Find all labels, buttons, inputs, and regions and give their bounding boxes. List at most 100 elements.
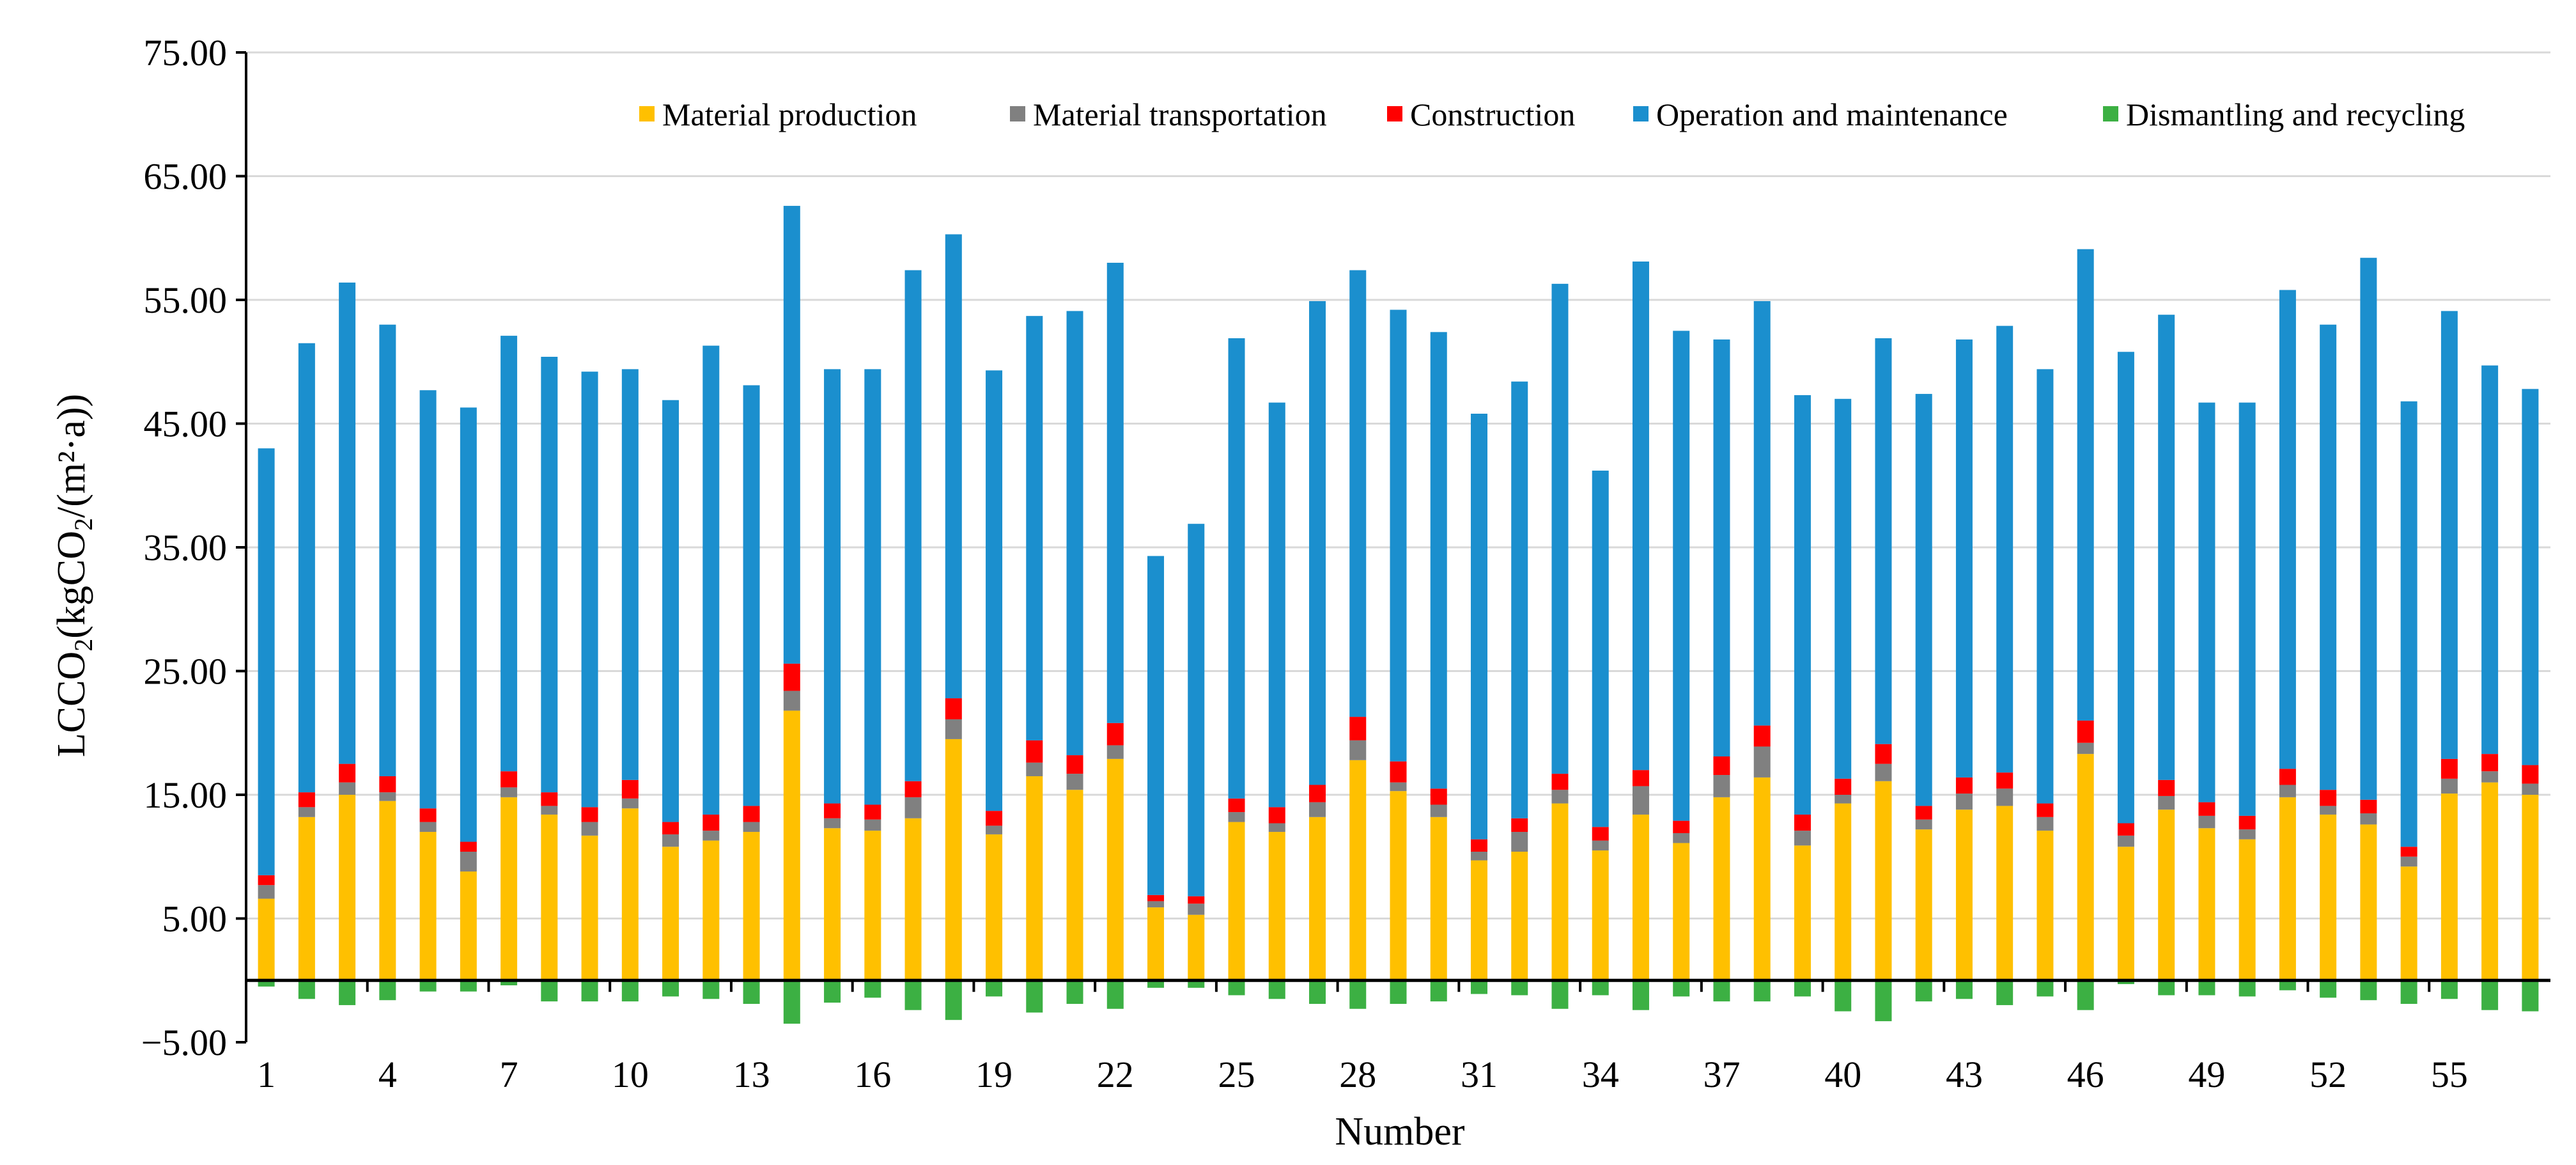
bar-material-transportation-11 (662, 834, 679, 847)
bar-material-transportation-3 (339, 782, 356, 795)
bar-material-production-9 (581, 835, 598, 981)
bar-material-transportation-24 (1188, 903, 1205, 915)
bar-operation-maintenance-25 (1228, 338, 1245, 799)
bar-construction-15 (824, 803, 841, 818)
bar-dismantling-recycling-46 (2077, 980, 2094, 1010)
bar-material-production-39 (1794, 845, 1811, 981)
bar-construction-3 (339, 763, 356, 783)
bar-dismantling-recycling-2 (298, 980, 315, 999)
bar-operation-maintenance-5 (419, 390, 437, 809)
bar-material-transportation-16 (864, 819, 881, 831)
x-tick-label: 16 (854, 1054, 891, 1095)
bar-material-production-19 (986, 834, 1003, 981)
bar-operation-maintenance-12 (702, 345, 720, 815)
bar-construction-27 (1309, 785, 1326, 802)
bar-construction-37 (1713, 756, 1730, 776)
bar-operation-maintenance-29 (1390, 309, 1407, 762)
y-tick-label: 65.00 (144, 156, 228, 198)
bar-dismantling-recycling-16 (864, 980, 881, 998)
bar-material-production-22 (1106, 758, 1124, 981)
bar-material-transportation-57 (2522, 783, 2539, 795)
bar-material-transportation-34 (1592, 840, 1609, 851)
bar-construction-43 (1955, 777, 1973, 794)
bar-construction-56 (2481, 754, 2499, 772)
y-axis-title: LCCO2(kgCO2/(m²·a)) (50, 394, 98, 757)
bar-dismantling-recycling-53 (2360, 980, 2377, 1001)
bar-material-transportation-52 (2320, 806, 2337, 815)
bar-material-transportation-38 (1753, 746, 1771, 778)
bar-operation-maintenance-50 (2238, 402, 2256, 816)
bar-material-transportation-55 (2440, 778, 2458, 794)
x-tick-label: 25 (1218, 1054, 1255, 1095)
bar-construction-1 (258, 875, 275, 886)
bar-construction-22 (1106, 723, 1124, 746)
bar-construction-57 (2522, 765, 2539, 784)
bar-construction-32 (1511, 818, 1528, 833)
bar-dismantling-recycling-44 (1996, 980, 2013, 1005)
bar-dismantling-recycling-26 (1268, 980, 1285, 999)
bar-material-transportation-36 (1673, 833, 1690, 843)
bar-operation-maintenance-31 (1470, 414, 1487, 840)
bar-material-transportation-23 (1147, 901, 1165, 908)
bar-dismantling-recycling-19 (986, 980, 1003, 997)
bar-construction-24 (1188, 896, 1205, 904)
bar-material-production-34 (1592, 850, 1609, 981)
bar-dismantling-recycling-20 (1026, 980, 1043, 1013)
bar-operation-maintenance-27 (1309, 301, 1326, 785)
bar-material-production-29 (1390, 791, 1407, 981)
bar-operation-maintenance-19 (986, 370, 1003, 811)
bar-operation-maintenance-9 (581, 371, 598, 808)
bar-material-production-16 (864, 831, 881, 981)
bar-construction-52 (2320, 790, 2337, 806)
bar-material-transportation-8 (541, 806, 558, 815)
bar-material-transportation-17 (904, 797, 922, 818)
bar-operation-maintenance-22 (1106, 262, 1124, 723)
bar-operation-maintenance-44 (1996, 325, 2013, 773)
bar-operation-maintenance-52 (2320, 324, 2337, 790)
bar-operation-maintenance-15 (824, 369, 841, 804)
bar-material-transportation-19 (986, 825, 1003, 834)
bar-material-production-8 (541, 814, 558, 981)
bar-material-production-51 (2279, 797, 2296, 981)
bar-operation-maintenance-36 (1673, 331, 1690, 821)
bar-dismantling-recycling-12 (702, 980, 720, 999)
bar-operation-maintenance-4 (379, 324, 396, 776)
bar-material-production-18 (945, 739, 962, 981)
bar-material-transportation-27 (1309, 802, 1326, 817)
bar-operation-maintenance-56 (2481, 365, 2499, 755)
bar-material-production-15 (824, 828, 841, 981)
bar-material-production-44 (1996, 806, 2013, 981)
bar-operation-maintenance-16 (864, 369, 881, 805)
bar-material-transportation-4 (379, 792, 396, 801)
bar-operation-maintenance-57 (2522, 389, 2539, 765)
bar-dismantling-recycling-18 (945, 980, 962, 1020)
bar-material-transportation-14 (783, 691, 800, 711)
bar-dismantling-recycling-54 (2400, 980, 2417, 1005)
bar-dismantling-recycling-51 (2279, 980, 2296, 990)
bar-construction-4 (379, 776, 396, 793)
bar-operation-maintenance-13 (743, 385, 760, 806)
bar-dismantling-recycling-22 (1106, 980, 1124, 1009)
bar-operation-maintenance-6 (460, 407, 477, 842)
bar-material-production-55 (2440, 794, 2458, 981)
x-axis-title: Number (1335, 1110, 1465, 1153)
bar-dismantling-recycling-29 (1390, 980, 1407, 1005)
bar-material-transportation-40 (1835, 795, 1852, 804)
bar-construction-50 (2238, 815, 2256, 830)
bar-material-transportation-49 (2198, 815, 2215, 829)
bar-operation-maintenance-38 (1753, 301, 1771, 726)
bar-dismantling-recycling-24 (1188, 980, 1205, 988)
y-tick-label: 5.00 (162, 898, 228, 940)
bar-dismantling-recycling-17 (904, 980, 922, 1010)
bar-construction-23 (1147, 895, 1165, 902)
bar-operation-maintenance-20 (1026, 316, 1043, 740)
bar-material-production-14 (783, 710, 800, 981)
bar-construction-25 (1228, 798, 1245, 813)
legend-swatch-operation-maintenance (1633, 106, 1649, 121)
x-tick-label: 10 (612, 1054, 649, 1095)
bar-material-production-53 (2360, 824, 2377, 981)
bar-operation-maintenance-49 (2198, 402, 2215, 802)
bar-operation-maintenance-14 (783, 205, 800, 664)
bar-construction-30 (1430, 788, 1447, 805)
bar-material-transportation-50 (2238, 829, 2256, 840)
